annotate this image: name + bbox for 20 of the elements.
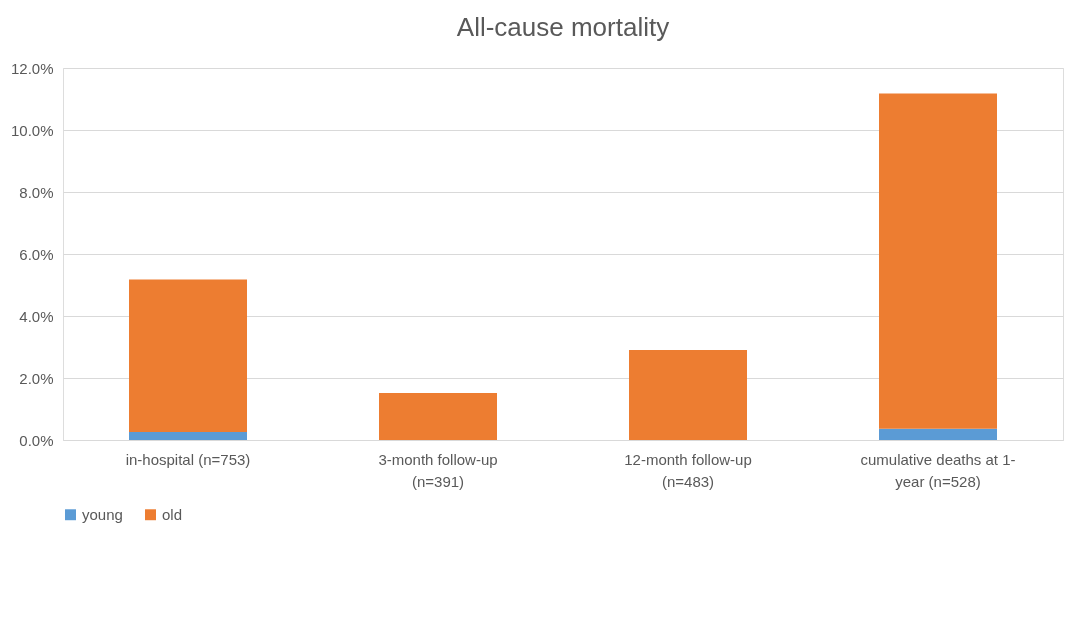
- legend-label: young: [82, 505, 123, 523]
- y-tick-label: 8.0%: [19, 183, 54, 201]
- y-tick-label: 12.0%: [10, 59, 54, 77]
- chart-title: All-cause mortality: [456, 12, 670, 42]
- bar: [629, 350, 747, 440]
- bar: [129, 431, 247, 440]
- x-tick-label: in-hospital (n=753): [125, 450, 251, 468]
- y-tick-label: 2.0%: [19, 369, 54, 387]
- bar: [879, 93, 997, 429]
- y-tick-label: 10.0%: [10, 121, 54, 139]
- x-tick-label: cumulative deaths at 1- year (n=528): [860, 450, 1016, 490]
- bar: [129, 279, 247, 432]
- legend-label: old: [162, 505, 183, 523]
- y-tick-label: 4.0%: [19, 307, 54, 325]
- y-tick-label: 6.0%: [19, 245, 54, 263]
- x-tick-label: 12-month follow-up (n=483): [624, 450, 752, 490]
- x-tick-label: 3-month follow-up (n=391): [378, 450, 498, 490]
- bar: [879, 428, 997, 440]
- y-tick-label: 0.0%: [19, 431, 54, 449]
- bar: [379, 392, 497, 440]
